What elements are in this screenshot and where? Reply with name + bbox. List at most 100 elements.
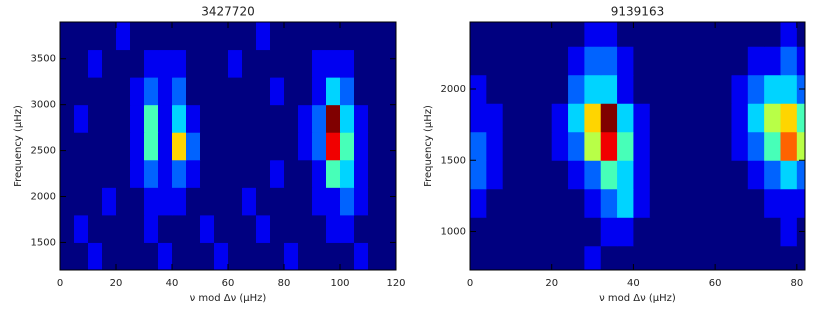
heatmap-cell <box>502 131 520 161</box>
heatmap-cell <box>200 214 215 243</box>
heatmap-cell <box>486 188 504 218</box>
heatmap-cell <box>88 242 103 271</box>
heatmap-cell <box>470 217 487 247</box>
heatmap-cell <box>144 49 159 78</box>
heatmap-cell <box>617 74 634 104</box>
heatmap-cell <box>74 214 89 243</box>
heatmap-cell <box>228 214 243 243</box>
heatmap-cell <box>158 77 173 106</box>
heatmap-cell <box>617 103 634 133</box>
heatmap-cell <box>102 77 117 106</box>
heatmap-cell <box>354 22 369 51</box>
heatmap-cell <box>214 187 229 216</box>
heatmap-cell <box>312 22 327 51</box>
heatmap-cell <box>382 104 397 133</box>
heatmap-cell <box>368 187 383 216</box>
heatmap-cell <box>731 245 749 271</box>
heatmap-cell <box>502 217 520 247</box>
heatmap-cell <box>617 22 634 47</box>
heatmap-cell <box>368 159 383 188</box>
heatmap-cell <box>551 217 569 247</box>
heatmap-cell <box>368 77 383 106</box>
heatmap-cell <box>130 49 145 78</box>
heatmap-cell <box>502 22 520 47</box>
heatmap-cell <box>617 160 634 190</box>
heatmap-cell <box>312 159 327 188</box>
heatmap-cell <box>340 49 355 78</box>
heatmap-cell <box>796 188 806 218</box>
heatmap-cell <box>186 132 201 161</box>
heatmap-cell <box>172 49 187 78</box>
heatmap-cell <box>228 77 243 106</box>
heatmap-cell <box>666 217 683 247</box>
heatmap-cell <box>780 46 798 76</box>
heatmap-cell <box>535 188 553 218</box>
heatmap-cell <box>649 103 667 133</box>
heatmap-cell <box>731 160 749 190</box>
x-tick-label: 60 <box>222 278 235 289</box>
heatmap-cell <box>130 77 145 106</box>
heatmap-cell <box>519 46 536 76</box>
heatmap-cell <box>256 77 271 106</box>
heatmap-cell <box>486 103 504 133</box>
heatmap-cell <box>519 188 536 218</box>
heatmap-cell <box>551 103 569 133</box>
heatmap-cell <box>74 187 89 216</box>
heatmap-cell <box>382 187 397 216</box>
heatmap-cell <box>568 22 585 47</box>
heatmap-cell <box>633 188 651 218</box>
x-tick-label: 80 <box>278 278 291 289</box>
heatmap-cell <box>214 214 229 243</box>
heatmap-cell <box>519 160 536 190</box>
y-tick-label: 1500 <box>31 237 56 248</box>
heatmap-cell <box>242 49 257 78</box>
heatmap-cell <box>470 46 487 76</box>
heatmap-cell <box>340 187 355 216</box>
heatmap-cell <box>130 159 145 188</box>
heatmap-cell <box>88 104 103 133</box>
heatmap-cell <box>298 104 313 133</box>
heatmap-cell <box>747 217 765 247</box>
heatmap-cell <box>519 22 536 47</box>
heatmap-cell <box>102 214 117 243</box>
heatmap-cell <box>617 46 634 76</box>
heatmap-cell <box>747 74 765 104</box>
heatmap-cell <box>326 242 341 271</box>
heatmap-cell <box>584 103 602 133</box>
heatmap-cell <box>200 159 215 188</box>
heatmap-cell <box>354 104 369 133</box>
heatmap-cell <box>256 159 271 188</box>
heatmap-cell <box>284 104 299 133</box>
heatmap-cell <box>502 103 520 133</box>
heatmap-cell <box>649 245 667 271</box>
heatmap-cell <box>698 103 716 133</box>
heatmap-cell <box>382 49 397 78</box>
heatmap-cell <box>116 132 131 161</box>
heatmap-cell <box>298 77 313 106</box>
heatmap-cell <box>368 104 383 133</box>
heatmap-cell <box>633 160 651 190</box>
heatmap-cell <box>88 132 103 161</box>
heatmap-cell <box>535 103 553 133</box>
heatmap-cell <box>60 214 75 243</box>
heatmap-cell <box>340 242 355 271</box>
heatmap-cell <box>584 22 602 47</box>
heatmap-cell <box>102 132 117 161</box>
heatmap-cell <box>649 22 667 47</box>
heatmap-cell <box>228 104 243 133</box>
heatmap-cell <box>568 103 585 133</box>
heatmap-cell <box>88 187 103 216</box>
heatmap-cell <box>354 159 369 188</box>
heatmap-cell <box>649 74 667 104</box>
heatmap-cell <box>102 187 117 216</box>
heatmap-cell <box>584 160 602 190</box>
heatmap-cell <box>214 159 229 188</box>
heatmap-cell <box>102 104 117 133</box>
heatmap-cell <box>102 242 117 271</box>
heatmap-cell <box>666 188 683 218</box>
heatmap-cell <box>633 46 651 76</box>
heatmap-cell <box>158 187 173 216</box>
heatmap-cell <box>780 74 798 104</box>
heatmap-cell <box>172 214 187 243</box>
heatmap-cell <box>326 214 341 243</box>
